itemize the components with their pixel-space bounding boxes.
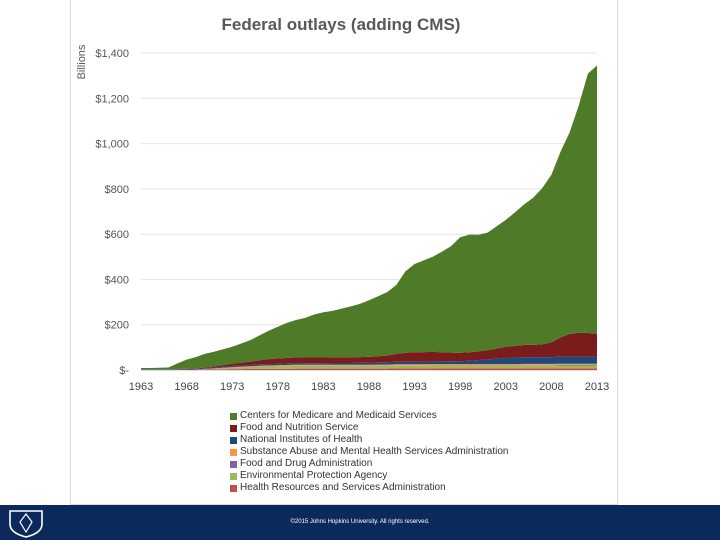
x-tick-label: 1978 <box>266 381 290 393</box>
legend-item: National Institutes of Health <box>230 434 509 446</box>
copyright-text: ©2015 Johns Hopkins University. All righ… <box>290 519 430 525</box>
legend-item: Centers for Medicare and Medicaid Servic… <box>230 410 509 422</box>
y-tick-label: $200 <box>105 320 129 332</box>
x-tick-label: 1998 <box>448 381 472 393</box>
area-series-layer <box>141 65 597 370</box>
legend-swatch <box>230 484 237 492</box>
x-tick-label: 1993 <box>402 381 426 393</box>
x-tick-label: 2008 <box>539 381 563 393</box>
x-tick-label: 1963 <box>129 381 153 393</box>
y-tick-label: $400 <box>105 274 129 286</box>
chart-panel: Federal outlays (adding CMS) Billions $-… <box>70 0 618 505</box>
chart-svg: Federal outlays (adding CMS) Billions $-… <box>76 15 609 393</box>
legend-swatch <box>230 436 237 444</box>
university-shield-logo-icon <box>9 510 43 538</box>
legend-swatch <box>230 424 237 432</box>
y-tick-label: $1,000 <box>95 139 129 151</box>
area-series-health-resources-and-services-administration <box>141 368 597 370</box>
legend-swatch <box>230 472 237 480</box>
area-series-national-institutes-of-health <box>141 356 597 370</box>
x-tick-label: 1988 <box>357 381 381 393</box>
legend-label: National Institutes of Health <box>240 434 363 445</box>
y-tick-label: $1,400 <box>95 48 129 60</box>
x-tick-label: 1973 <box>220 381 244 393</box>
legend-item: Food and Nutrition Service <box>230 422 509 434</box>
legend-label: Food and Drug Administration <box>240 458 373 469</box>
area-series-centers-for-medicare-and-medicaid-services <box>141 65 597 370</box>
footer-bar: ©2015 Johns Hopkins University. All righ… <box>0 505 720 540</box>
y-axis-label: Billions <box>76 44 88 79</box>
y-tick-labels: $- $200 $400 $600 $800 $1,000 $1,200 $1,400 <box>95 48 129 377</box>
x-tick-labels: 1963 1968 1973 1978 1983 1988 1993 1998 2003 2008… <box>129 381 609 393</box>
y-tick-label: $800 <box>105 184 129 196</box>
y-tick-label: $1,200 <box>95 93 129 105</box>
legend-label: Food and Nutrition Service <box>240 422 359 433</box>
legend-item: Health Resources and Services Administra… <box>230 482 509 494</box>
legend-label: Substance Abuse and Mental Health Servic… <box>240 446 509 457</box>
legend-item: Food and Drug Administration <box>230 458 509 470</box>
legend-swatch <box>230 460 237 468</box>
y-tick-label: $- <box>119 365 129 377</box>
legend-label: Environmental Protection Agency <box>240 470 388 481</box>
area-series-substance-abuse-and-mental-health-services-administration <box>141 363 597 370</box>
x-tick-label: 2003 <box>494 381 518 393</box>
x-tick-label: 2013 <box>585 381 609 393</box>
y-tick-label: $600 <box>105 229 129 241</box>
legend-label: Centers for Medicare and Medicaid Servic… <box>240 410 437 421</box>
area-series-environmental-protection-agency <box>141 365 597 370</box>
chart-title: Federal outlays (adding CMS) <box>222 15 461 34</box>
legend: Centers for Medicare and Medicaid Servic… <box>230 410 509 494</box>
x-tick-label: 1968 <box>174 381 198 393</box>
legend-swatch <box>230 412 237 420</box>
legend-item: Substance Abuse and Mental Health Servic… <box>230 446 509 458</box>
legend-label: Health Resources and Services Administra… <box>240 482 446 493</box>
legend-swatch <box>230 448 237 456</box>
x-tick-label: 1983 <box>311 381 335 393</box>
legend-item: Environmental Protection Agency <box>230 470 509 482</box>
area-series-food-and-nutrition-service <box>141 332 597 370</box>
